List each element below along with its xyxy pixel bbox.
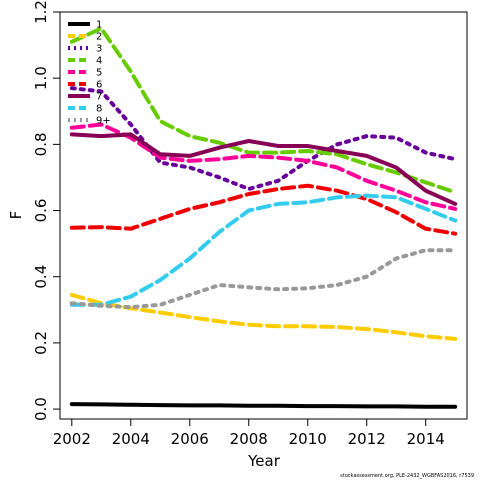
series-layer (69, 26, 458, 409)
series-line-1 (69, 402, 458, 409)
series-line-5 (69, 122, 458, 211)
series-line-8 (69, 193, 458, 307)
y-axis-title: F (7, 211, 25, 220)
y-tick-label-0.4: 0.4 (32, 265, 50, 289)
legend-label-7: 7 (96, 92, 102, 103)
x-tick-label-2014: 2014 (407, 430, 445, 448)
y-tick-label-0.6: 0.6 (32, 199, 50, 223)
x-axis: 2002 2004 2006 2008 2010 2012 2014 (53, 419, 445, 448)
y-tick-label-0.8: 0.8 (32, 132, 50, 156)
credit-text: stockassessment.org, PLE-2432_WGBFAS2016… (340, 473, 474, 479)
series-line-2 (69, 292, 458, 341)
legend-label-1: 1 (96, 20, 102, 31)
legend-label-4: 4 (96, 56, 102, 67)
legend-label-6: 6 (96, 80, 102, 91)
series-line-9plus (69, 248, 458, 310)
legend-label-8: 8 (96, 104, 102, 115)
y-tick-label-0.0: 0.0 (32, 397, 50, 421)
x-tick-label-2004: 2004 (112, 430, 150, 448)
series-line-7 (69, 132, 458, 206)
y-tick-label-1.2: 1.2 (32, 0, 50, 24)
x-tick-label-2006: 2006 (171, 430, 209, 448)
series-line-4 (69, 26, 458, 195)
y-tick-label-0.2: 0.2 (32, 331, 50, 355)
y-tick-label-1.0: 1.0 (32, 66, 50, 90)
legend-label-5: 5 (96, 68, 102, 79)
legend-label-2: 2 (96, 32, 102, 43)
plot-frame (59, 11, 468, 420)
series-line-3 (69, 86, 458, 191)
x-tick-label-2012: 2012 (348, 430, 386, 448)
x-tick-label-2008: 2008 (230, 430, 268, 448)
x-tick-label-2010: 2010 (289, 430, 327, 448)
legend-label-3: 3 (96, 44, 102, 55)
x-axis-title: Year (247, 452, 281, 470)
legend-label-9plus: 9+ (96, 116, 111, 127)
x-tick-label-2002: 2002 (53, 430, 91, 448)
y-axis: 0.0 0.2 0.4 0.6 0.8 1.0 1.2 (32, 0, 60, 421)
series-line-6 (69, 183, 458, 236)
